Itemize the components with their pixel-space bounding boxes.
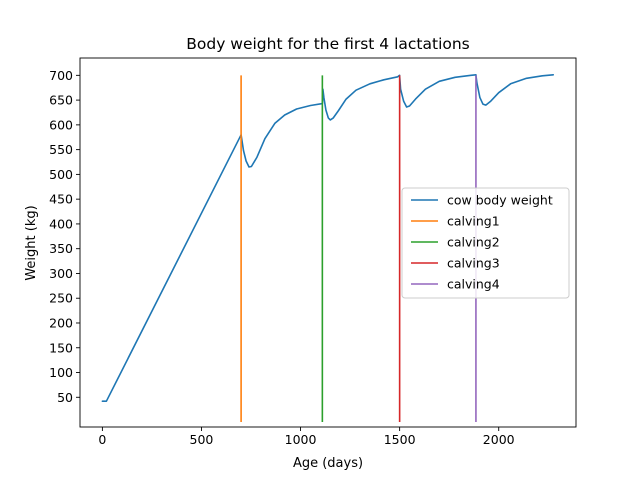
y-tick-label: 450 [49, 192, 73, 207]
chart-title: Body weight for the first 4 lactations [186, 35, 470, 53]
x-tick-label: 2000 [483, 432, 515, 447]
y-tick-label: 50 [57, 390, 73, 405]
legend-label: cow body weight [447, 193, 553, 208]
y-tick-label: 700 [49, 68, 73, 83]
y-tick-label: 600 [49, 117, 73, 132]
series-line-cow-body-weight [101, 74, 554, 402]
y-tick-label: 500 [49, 167, 73, 182]
y-tick-label: 550 [49, 142, 73, 157]
y-tick-label: 400 [49, 216, 73, 231]
legend-box [401, 187, 570, 299]
y-tick-label: 650 [49, 93, 73, 108]
legend-label: calving1 [447, 214, 500, 229]
plot-frame [79, 57, 577, 428]
y-tick-label: 300 [49, 266, 73, 281]
x-tick-label: 500 [190, 432, 214, 447]
y-tick-label: 100 [49, 365, 73, 380]
legend: cow body weight calving1 calving2 calving3 c… [401, 187, 570, 299]
series-layer [101, 74, 554, 423]
legend-label: calving2 [447, 235, 500, 250]
x-tick-label: 1500 [384, 432, 416, 447]
legend-label: calving3 [447, 256, 500, 271]
y-tick-label: 350 [49, 241, 73, 256]
axes-layer: 0 500 1000 1500 2000 50 100 150 200 250 300 350 400 4… [49, 57, 577, 447]
y-axis-title: Weight (kg) [24, 205, 39, 280]
x-tick-label: 1000 [285, 432, 317, 447]
y-tick-label: 150 [49, 340, 73, 355]
x-tick-label: 0 [98, 432, 106, 447]
legend-label: calving4 [447, 277, 500, 292]
y-tick-label: 250 [49, 291, 73, 306]
x-axis-title: Age (days) [293, 456, 363, 471]
y-tick-label: 200 [49, 315, 73, 330]
